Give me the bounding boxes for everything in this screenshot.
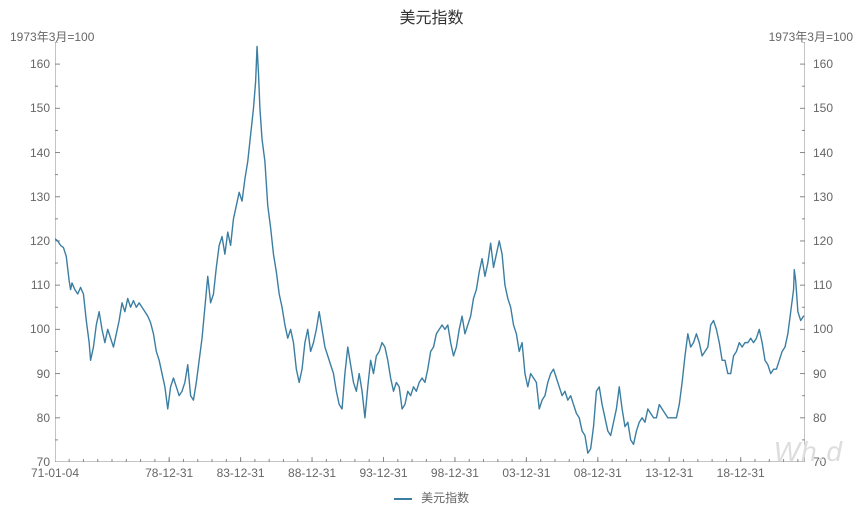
y-tick-label: 160 xyxy=(813,57,858,71)
y-tick-label: 140 xyxy=(813,146,858,160)
y-tick-label: 130 xyxy=(813,190,858,204)
chart-svg xyxy=(55,42,805,462)
y-tick-label: 80 xyxy=(5,411,50,425)
y-tick-label: 100 xyxy=(5,322,50,336)
x-tick-label: 03-12-31 xyxy=(502,466,550,480)
y-tick-label: 70 xyxy=(813,455,858,469)
x-tick-label: 83-12-31 xyxy=(217,466,265,480)
y-tick-label: 160 xyxy=(5,57,50,71)
y-tick-label: 150 xyxy=(813,101,858,115)
y-tick-label: 100 xyxy=(813,322,858,336)
legend-label: 美元指数 xyxy=(421,491,469,505)
y-tick-label: 80 xyxy=(813,411,858,425)
chart-title: 美元指数 xyxy=(0,4,863,28)
x-tick-label: 13-12-31 xyxy=(645,466,693,480)
y-tick-label: 90 xyxy=(5,367,50,381)
y-tick-label: 120 xyxy=(5,234,50,248)
y-tick-label: 120 xyxy=(813,234,858,248)
y-tick-label: 110 xyxy=(5,278,50,292)
x-tick-label: 71-01-04 xyxy=(31,466,79,480)
x-tick-label: 78-12-31 xyxy=(145,466,193,480)
legend: 美元指数 xyxy=(0,489,863,506)
x-tick-label: 98-12-31 xyxy=(431,466,479,480)
x-tick-label: 18-12-31 xyxy=(717,466,765,480)
x-tick-label: 08-12-31 xyxy=(574,466,622,480)
x-tick-label: 88-12-31 xyxy=(288,466,336,480)
x-tick-label: 93-12-31 xyxy=(359,466,407,480)
plot-area xyxy=(55,42,805,462)
y-tick-label: 90 xyxy=(813,367,858,381)
y-tick-label: 150 xyxy=(5,101,50,115)
dollar-index-chart: 美元指数 1973年3月=100 1973年3月=100 70809010011… xyxy=(0,0,863,508)
legend-swatch xyxy=(394,498,412,500)
y-tick-label: 110 xyxy=(813,278,858,292)
y-tick-label: 140 xyxy=(5,146,50,160)
y-tick-label: 130 xyxy=(5,190,50,204)
